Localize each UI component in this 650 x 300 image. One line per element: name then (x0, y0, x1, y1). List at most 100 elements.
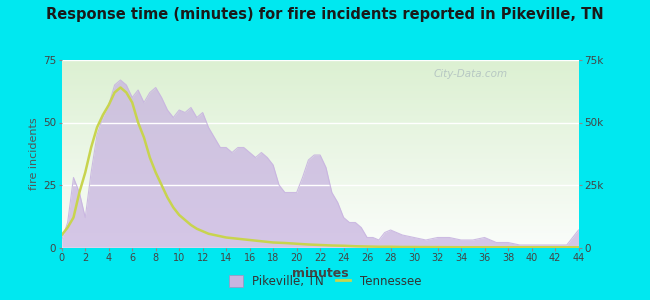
Text: City-Data.com: City-Data.com (434, 69, 508, 80)
Bar (62, 210, 578, 211)
Bar (62, 133, 578, 134)
Bar (62, 84, 578, 85)
Bar (62, 172, 578, 174)
Bar (62, 163, 578, 164)
Bar (62, 118, 578, 119)
Bar (62, 110, 578, 111)
Bar (62, 212, 578, 214)
Bar (62, 170, 578, 171)
Bar (62, 75, 578, 76)
Bar (62, 185, 578, 186)
Bar (62, 136, 578, 137)
Bar (62, 165, 578, 166)
Bar (62, 171, 578, 172)
Bar (62, 98, 578, 99)
Bar (62, 119, 578, 120)
Bar (62, 235, 578, 236)
Bar (62, 216, 578, 217)
Bar (62, 148, 578, 149)
Bar (62, 152, 578, 154)
Bar (62, 62, 578, 64)
Bar (62, 167, 578, 169)
Bar (62, 238, 578, 239)
Bar (62, 128, 578, 129)
Bar (62, 122, 578, 124)
Bar (62, 174, 578, 175)
Bar (62, 64, 578, 65)
Bar (62, 106, 578, 107)
Bar (62, 135, 578, 136)
Bar (62, 71, 578, 73)
Bar (62, 112, 578, 114)
Bar (62, 105, 578, 106)
Bar (62, 211, 578, 212)
Bar (62, 226, 578, 227)
Bar (62, 180, 578, 181)
Bar (62, 104, 578, 105)
Bar (62, 188, 578, 189)
Bar (62, 95, 578, 96)
Bar (62, 159, 578, 160)
Bar (62, 107, 578, 109)
Bar (62, 99, 578, 100)
Bar (62, 230, 578, 231)
Bar (62, 109, 578, 110)
Bar (62, 60, 578, 61)
Bar (62, 164, 578, 165)
Bar (62, 130, 578, 131)
Bar (62, 232, 578, 234)
Bar (62, 94, 578, 95)
Text: Response time (minutes) for fire incidents reported in Pikeville, TN: Response time (minutes) for fire inciden… (46, 8, 604, 22)
Bar (62, 199, 578, 200)
Bar (62, 90, 578, 91)
Bar (62, 74, 578, 75)
Bar (62, 193, 578, 194)
Bar (62, 115, 578, 116)
Bar (62, 215, 578, 216)
Bar (62, 65, 578, 66)
Bar (62, 194, 578, 195)
Bar (62, 200, 578, 201)
Bar (62, 236, 578, 238)
Bar (62, 100, 578, 101)
Bar (62, 224, 578, 225)
Bar (62, 146, 578, 148)
Bar (62, 141, 578, 142)
Bar (62, 176, 578, 178)
Bar (62, 197, 578, 199)
Bar (62, 116, 578, 118)
Bar (62, 151, 578, 152)
Bar (62, 221, 578, 223)
Bar (62, 189, 578, 190)
Bar (62, 240, 578, 241)
Bar (62, 137, 578, 139)
Bar (62, 85, 578, 86)
Bar (62, 206, 578, 208)
Bar (62, 218, 578, 219)
Bar (62, 225, 578, 226)
Bar (62, 223, 578, 224)
Bar (62, 158, 578, 159)
Bar (62, 181, 578, 182)
Bar (62, 186, 578, 188)
Bar (62, 156, 578, 158)
Bar (62, 196, 578, 197)
Bar (62, 96, 578, 98)
Bar (62, 214, 578, 215)
Bar (62, 89, 578, 90)
Bar (62, 245, 578, 246)
Bar (62, 184, 578, 185)
Bar (62, 69, 578, 70)
Bar (62, 220, 578, 221)
Bar (62, 166, 578, 167)
Bar (62, 239, 578, 240)
Bar (62, 201, 578, 202)
Bar (62, 92, 578, 94)
Bar (62, 79, 578, 80)
Bar (62, 244, 578, 245)
Bar (62, 191, 578, 193)
Bar (62, 227, 578, 229)
Bar (62, 68, 578, 69)
Bar (62, 155, 578, 156)
Bar (62, 91, 578, 92)
